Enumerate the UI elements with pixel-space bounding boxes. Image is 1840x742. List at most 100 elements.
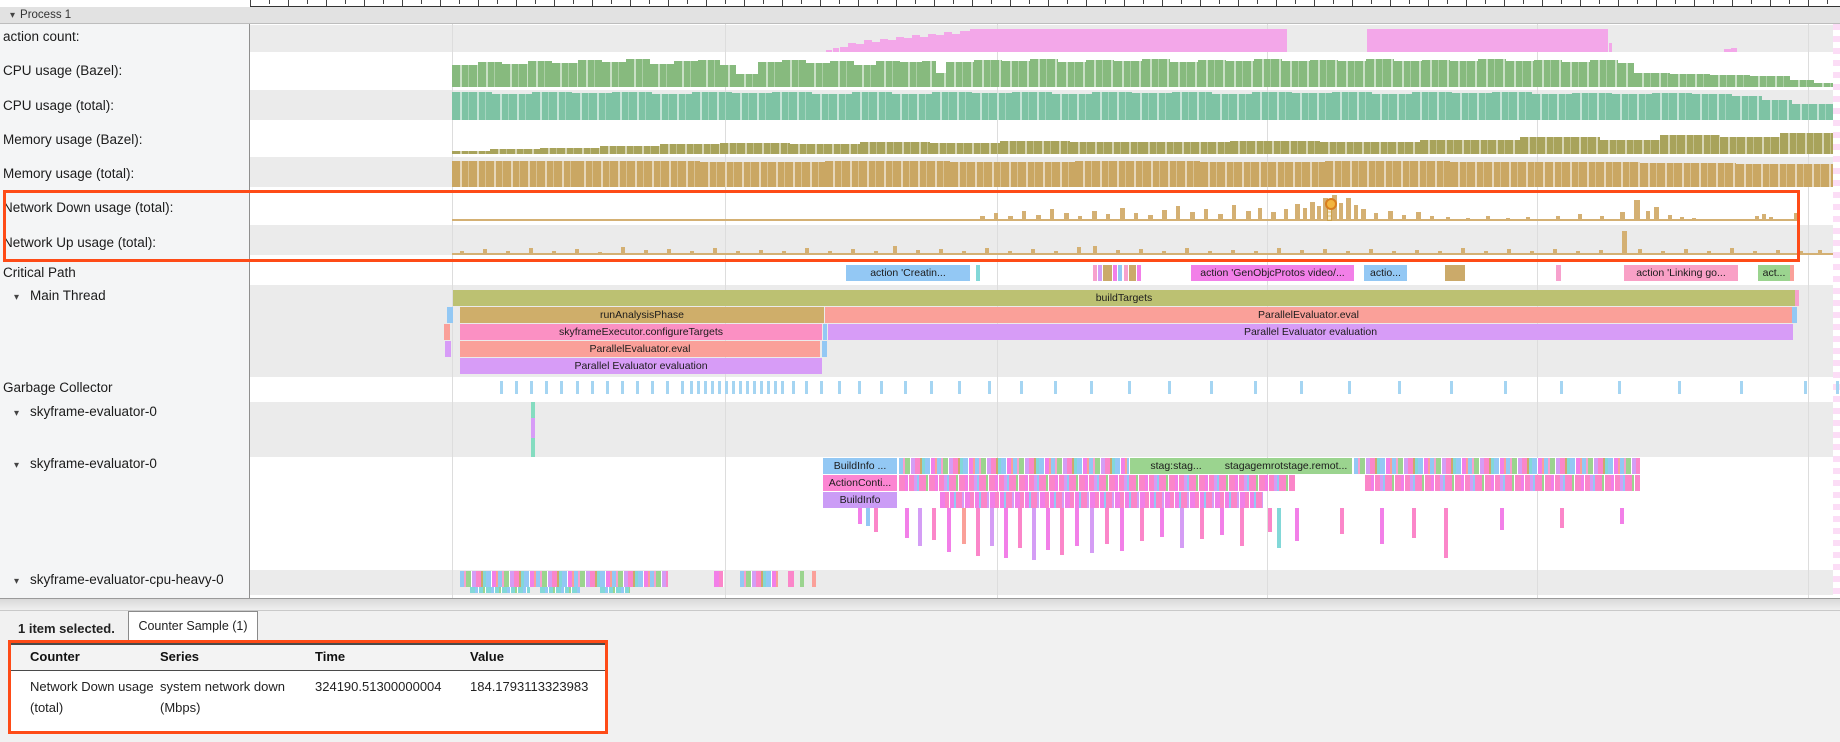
- trace-slice[interactable]: [976, 508, 980, 556]
- gc-event-tick[interactable]: [1560, 381, 1563, 394]
- sidebar-track-memory-usage-bazel-[interactable]: Memory usage (Bazel):: [3, 132, 143, 147]
- trace-slice[interactable]: [1240, 508, 1244, 546]
- gc-event-tick[interactable]: [690, 381, 693, 394]
- track-area[interactable]: action 'Creatin... action 'GenObjcProtos …: [0, 24, 1840, 598]
- trace-slice[interactable]: ActionConti...: [823, 475, 897, 491]
- trace-slice[interactable]: [990, 508, 994, 546]
- gc-event-tick[interactable]: [681, 381, 684, 394]
- sidebar-track-skyframe-evaluator-0[interactable]: ▾ skyframe-evaluator-0: [14, 404, 157, 419]
- gc-event-tick[interactable]: [746, 381, 749, 394]
- trace-slice[interactable]: [788, 571, 794, 587]
- trace-slice[interactable]: buildTargets: [453, 290, 1795, 306]
- trace-slice[interactable]: [1295, 508, 1299, 541]
- gc-event-tick[interactable]: [1618, 381, 1621, 394]
- tab-counter-sample[interactable]: Counter Sample (1): [128, 611, 258, 641]
- gc-event-tick[interactable]: [781, 381, 784, 394]
- trace-slice[interactable]: [1118, 265, 1122, 281]
- sidebar-track-skyframe-evaluator-cpu-heavy-0[interactable]: ▾ skyframe-evaluator-cpu-heavy-0: [14, 572, 224, 587]
- trace-slice[interactable]: [531, 418, 535, 438]
- gc-event-tick[interactable]: [711, 381, 714, 394]
- trace-slice[interactable]: [1140, 508, 1144, 541]
- gc-event-tick[interactable]: [792, 381, 795, 394]
- sidebar-track-cpu-usage-total-[interactable]: CPU usage (total):: [3, 98, 115, 113]
- trace-slice[interactable]: [1160, 508, 1164, 537]
- dense-slice-texture[interactable]: [1354, 458, 1640, 474]
- gc-event-tick[interactable]: [718, 381, 721, 394]
- trace-slice[interactable]: [1018, 508, 1022, 548]
- trace-slice[interactable]: [1340, 508, 1344, 534]
- trace-slice[interactable]: [1277, 508, 1281, 548]
- trace-slice[interactable]: ParallelEvaluator.eval: [825, 307, 1792, 323]
- trace-slice[interactable]: [1790, 265, 1794, 281]
- trace-slice[interactable]: [1412, 508, 1416, 538]
- process-group-header[interactable]: ▾ Process 1: [0, 7, 1840, 24]
- gc-event-tick[interactable]: [753, 381, 756, 394]
- trace-slice[interactable]: [1046, 508, 1050, 550]
- col-counter[interactable]: Counter: [30, 649, 80, 664]
- trace-slice[interactable]: [905, 508, 909, 538]
- trace-slice[interactable]: [1556, 265, 1561, 281]
- trace-slice[interactable]: [822, 341, 827, 357]
- gc-event-tick[interactable]: [697, 381, 700, 394]
- trace-slice[interactable]: BuildInfo: [823, 492, 897, 508]
- gc-event-tick[interactable]: [880, 381, 883, 394]
- gc-event-tick[interactable]: [666, 381, 669, 394]
- collapse-arrow-icon[interactable]: ▾: [14, 576, 20, 587]
- trace-slice[interactable]: [1120, 508, 1124, 551]
- trace-slice[interactable]: action 'Linking go...: [1624, 265, 1738, 281]
- trace-slice[interactable]: [1130, 458, 1352, 474]
- trace-slice[interactable]: [1093, 265, 1097, 281]
- trace-slice[interactable]: [1090, 508, 1094, 553]
- dense-slice-texture[interactable]: [540, 587, 580, 593]
- trace-slice[interactable]: [874, 508, 878, 532]
- gc-event-tick[interactable]: [1398, 381, 1401, 394]
- gc-event-tick[interactable]: [774, 381, 777, 394]
- trace-slice[interactable]: [1103, 265, 1112, 281]
- gc-event-tick[interactable]: [1348, 381, 1351, 394]
- sidebar-track-skyframe-evaluator-0[interactable]: ▾ skyframe-evaluator-0: [14, 456, 157, 471]
- trace-slice[interactable]: action 'Creatin...: [846, 265, 970, 281]
- trace-slice[interactable]: [962, 508, 966, 544]
- trace-slice[interactable]: stagagemrotstage.remot...: [1224, 460, 1348, 472]
- gc-event-tick[interactable]: [1678, 381, 1681, 394]
- gc-event-tick[interactable]: [988, 381, 991, 394]
- trace-slice[interactable]: act...: [1758, 265, 1790, 281]
- trace-slice[interactable]: [1075, 508, 1079, 546]
- trace-slice[interactable]: [1004, 508, 1008, 558]
- gc-event-tick[interactable]: [1054, 381, 1057, 394]
- trace-slice[interactable]: [1098, 265, 1102, 281]
- gc-event-tick[interactable]: [904, 381, 907, 394]
- dense-slice-texture[interactable]: [740, 571, 778, 587]
- gc-event-tick[interactable]: [500, 381, 503, 394]
- gc-event-tick[interactable]: [725, 381, 728, 394]
- dense-slice-texture[interactable]: [1365, 475, 1640, 491]
- trace-slice[interactable]: [1795, 290, 1799, 306]
- col-time[interactable]: Time: [315, 649, 346, 664]
- gc-event-tick[interactable]: [732, 381, 735, 394]
- gc-event-tick[interactable]: [1836, 381, 1839, 394]
- sidebar-track-action-count-[interactable]: action count:: [3, 29, 80, 44]
- gc-event-tick[interactable]: [1804, 381, 1807, 394]
- trace-slice[interactable]: [1620, 508, 1624, 524]
- trace-slice[interactable]: [800, 571, 804, 587]
- gc-event-tick[interactable]: [1300, 381, 1303, 394]
- gc-event-tick[interactable]: [1210, 381, 1213, 394]
- trace-slice[interactable]: Parallel Evaluator evaluation: [460, 358, 822, 374]
- dense-slice-texture[interactable]: [460, 571, 668, 587]
- gc-event-tick[interactable]: [530, 381, 533, 394]
- gc-event-tick[interactable]: [1254, 381, 1257, 394]
- gc-event-tick[interactable]: [930, 381, 933, 394]
- trace-slice[interactable]: [918, 508, 922, 546]
- collapse-arrow-icon[interactable]: ▾: [10, 10, 16, 21]
- trace-slice[interactable]: [445, 341, 451, 357]
- collapse-arrow-icon[interactable]: ▾: [14, 460, 20, 471]
- gc-event-tick[interactable]: [1020, 381, 1023, 394]
- trace-slice[interactable]: [1032, 508, 1036, 560]
- trace-slice[interactable]: [1220, 508, 1224, 535]
- timeline-ruler[interactable]: [0, 0, 1840, 7]
- trace-slice[interactable]: [1445, 265, 1465, 281]
- sidebar-track-network-up-usage-total-[interactable]: Network Up usage (total):: [3, 235, 157, 250]
- trace-slice[interactable]: skyframeExecutor.configureTargets: [460, 324, 822, 340]
- gc-event-tick[interactable]: [858, 381, 861, 394]
- dense-slice-texture[interactable]: [600, 587, 630, 593]
